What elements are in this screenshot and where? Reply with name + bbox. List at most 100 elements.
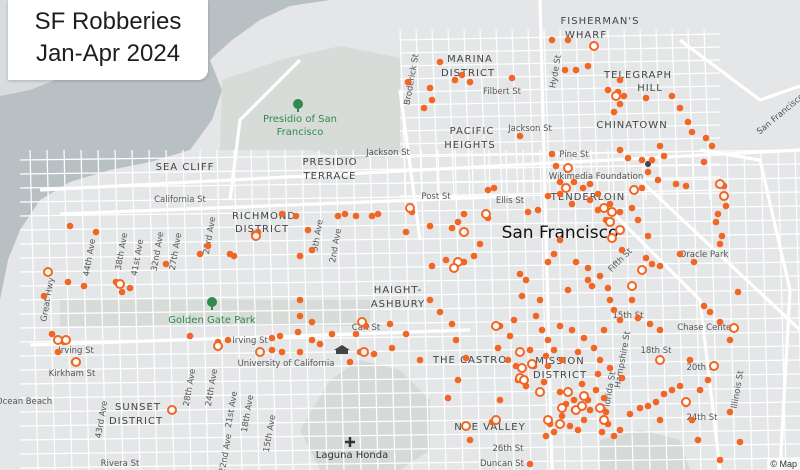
incident-marker-cluster[interactable]	[611, 91, 621, 101]
incident-marker-cluster[interactable]	[729, 323, 739, 333]
incident-marker[interactable]	[616, 100, 624, 108]
incident-marker-cluster[interactable]	[115, 279, 125, 289]
incident-marker[interactable]	[656, 416, 664, 424]
incident-marker-cluster[interactable]	[167, 405, 177, 415]
incident-marker-cluster[interactable]	[557, 403, 567, 413]
incident-marker[interactable]	[230, 252, 238, 260]
incident-marker[interactable]	[484, 186, 492, 194]
incident-marker[interactable]	[598, 428, 606, 436]
incident-marker[interactable]	[694, 436, 702, 444]
incident-marker[interactable]	[616, 76, 624, 84]
incident-marker[interactable]	[278, 348, 286, 356]
incident-marker[interactable]	[644, 402, 652, 410]
incident-marker[interactable]	[568, 200, 576, 208]
map-attribution[interactable]: © Map	[767, 458, 800, 470]
incident-marker[interactable]	[716, 318, 724, 326]
incident-marker[interactable]	[726, 336, 734, 344]
incident-marker[interactable]	[126, 284, 134, 292]
incident-marker[interactable]	[716, 456, 724, 464]
incident-marker[interactable]	[652, 398, 660, 406]
incident-marker[interactable]	[626, 410, 634, 418]
incident-marker[interactable]	[586, 180, 594, 188]
incident-marker[interactable]	[426, 296, 434, 304]
incident-marker[interactable]	[80, 282, 88, 290]
incident-marker[interactable]	[700, 158, 708, 166]
incident-marker[interactable]	[196, 250, 204, 258]
incident-marker[interactable]	[616, 208, 624, 216]
incident-marker[interactable]	[328, 330, 336, 338]
incident-marker[interactable]	[352, 212, 360, 220]
incident-marker[interactable]	[718, 232, 726, 240]
incident-marker[interactable]	[726, 408, 734, 416]
incident-marker[interactable]	[556, 178, 564, 186]
incident-marker[interactable]	[186, 332, 194, 340]
incident-marker[interactable]	[616, 426, 624, 434]
incident-marker[interactable]	[540, 378, 548, 386]
incident-marker[interactable]	[386, 320, 394, 328]
incident-marker[interactable]	[370, 350, 378, 358]
incident-marker[interactable]	[656, 262, 664, 270]
incident-marker[interactable]	[402, 228, 410, 236]
incident-marker[interactable]	[722, 202, 730, 210]
incident-marker-cluster[interactable]	[595, 403, 605, 413]
incident-marker[interactable]	[716, 240, 724, 248]
incident-marker[interactable]	[700, 302, 708, 310]
incident-marker[interactable]	[604, 86, 612, 94]
incident-marker[interactable]	[584, 62, 592, 70]
incident-marker[interactable]	[704, 376, 712, 384]
incident-marker[interactable]	[644, 168, 652, 176]
incident-marker[interactable]	[592, 386, 600, 394]
incident-marker[interactable]	[618, 374, 626, 382]
incident-marker[interactable]	[48, 330, 56, 338]
incident-marker-cluster[interactable]	[563, 163, 573, 173]
incident-marker[interactable]	[572, 66, 580, 74]
incident-marker-cluster[interactable]	[605, 217, 615, 227]
incident-marker[interactable]	[628, 296, 636, 304]
incident-marker[interactable]	[428, 96, 436, 104]
incident-marker-cluster[interactable]	[555, 419, 565, 429]
incident-marker[interactable]	[558, 356, 566, 364]
incident-marker[interactable]	[526, 346, 534, 354]
incident-marker[interactable]	[388, 344, 396, 352]
incident-marker[interactable]	[296, 296, 304, 304]
incident-marker[interactable]	[448, 320, 456, 328]
incident-marker[interactable]	[684, 118, 692, 126]
incident-marker[interactable]	[594, 370, 602, 378]
incident-marker[interactable]	[368, 212, 376, 220]
incident-marker[interactable]	[712, 218, 720, 226]
incident-marker[interactable]	[584, 276, 592, 284]
incident-marker-cluster[interactable]	[577, 401, 587, 411]
incident-marker[interactable]	[544, 336, 552, 344]
incident-marker[interactable]	[616, 316, 624, 324]
incident-marker-cluster[interactable]	[515, 347, 525, 357]
incident-marker[interactable]	[672, 180, 680, 188]
incident-marker[interactable]	[460, 210, 468, 218]
incident-marker-cluster[interactable]	[561, 183, 571, 193]
incident-marker[interactable]	[668, 92, 676, 100]
incident-marker[interactable]	[568, 326, 576, 334]
incident-marker-cluster[interactable]	[715, 179, 725, 189]
incident-marker[interactable]	[548, 36, 556, 44]
incident-marker[interactable]	[316, 340, 324, 348]
incident-marker[interactable]	[584, 264, 592, 272]
incident-marker[interactable]	[276, 332, 284, 340]
incident-marker[interactable]	[526, 460, 534, 468]
incident-marker[interactable]	[618, 246, 626, 254]
incident-marker[interactable]	[442, 256, 450, 264]
incident-marker[interactable]	[696, 386, 704, 394]
incident-marker[interactable]	[518, 292, 526, 300]
incident-marker[interactable]	[510, 316, 518, 324]
incident-marker[interactable]	[656, 326, 664, 334]
incident-marker[interactable]	[644, 232, 652, 240]
incident-marker[interactable]	[552, 162, 560, 170]
incident-marker[interactable]	[544, 192, 552, 200]
incident-marker[interactable]	[594, 190, 602, 198]
incident-marker[interactable]	[676, 382, 684, 390]
incident-marker-cluster[interactable]	[53, 335, 63, 345]
incident-marker[interactable]	[550, 428, 558, 436]
incident-marker[interactable]	[676, 250, 684, 258]
incident-marker[interactable]	[610, 108, 618, 116]
incident-marker-cluster[interactable]	[251, 231, 261, 241]
incident-marker[interactable]	[676, 104, 684, 112]
incident-marker[interactable]	[638, 184, 646, 192]
